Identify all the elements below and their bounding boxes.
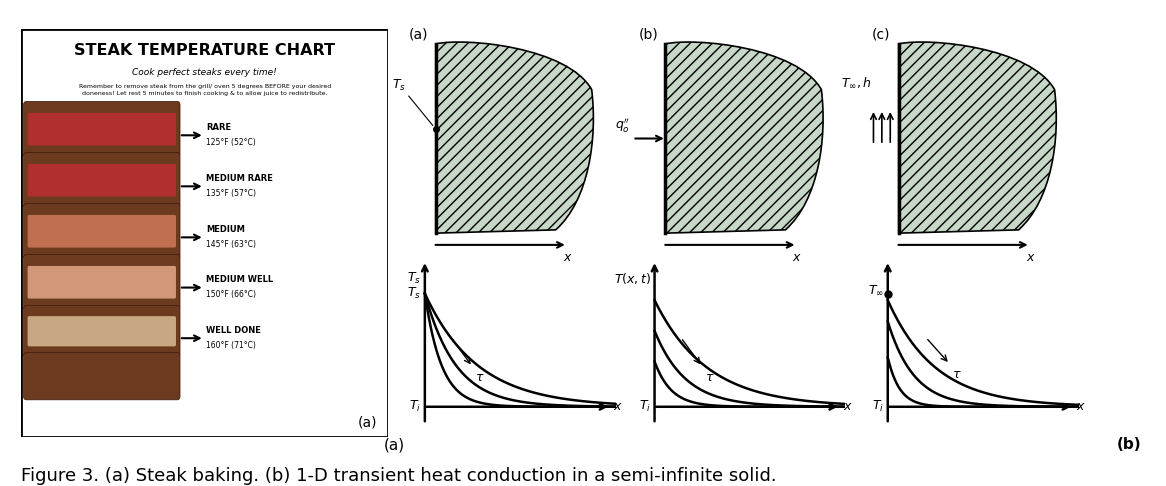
Text: (b): (b) [639,28,659,42]
Text: $x$: $x$ [1076,400,1086,413]
Text: $q_o''$: $q_o''$ [616,117,631,135]
FancyBboxPatch shape [23,153,180,208]
Text: (c): (c) [872,28,890,42]
FancyBboxPatch shape [28,316,176,347]
Text: Figure 3. (a) Steak baking. (b) 1-D transient heat conduction in a semi-infinite: Figure 3. (a) Steak baking. (b) 1-D tran… [21,467,777,485]
Text: $x$: $x$ [613,400,623,413]
FancyBboxPatch shape [23,352,180,400]
Text: (b): (b) [1117,437,1142,452]
Text: Cook perfect steaks every time!: Cook perfect steaks every time! [132,68,278,77]
FancyBboxPatch shape [23,102,180,157]
Text: $T_i$: $T_i$ [639,399,651,414]
Text: 160°F (71°C): 160°F (71°C) [206,341,257,349]
PathPatch shape [899,42,1056,233]
Text: (a): (a) [384,437,405,452]
Text: (a): (a) [409,28,428,42]
Text: $T_\infty,h$: $T_\infty,h$ [841,76,872,90]
Text: $T_s$: $T_s$ [407,271,421,286]
FancyBboxPatch shape [28,266,176,298]
FancyBboxPatch shape [28,113,176,145]
Text: $T_i$: $T_i$ [872,399,884,414]
Text: $x$: $x$ [1026,251,1035,264]
Text: $T(x, t)$: $T(x, t)$ [614,271,651,286]
PathPatch shape [666,42,823,233]
Text: $T_i$: $T_i$ [409,399,421,414]
FancyBboxPatch shape [23,204,180,259]
Text: RARE: RARE [206,122,232,132]
Text: $\tau$: $\tau$ [953,368,962,381]
FancyBboxPatch shape [21,29,388,437]
Text: $\tau$: $\tau$ [704,371,715,384]
Text: $x$: $x$ [793,251,802,264]
FancyBboxPatch shape [28,215,176,247]
FancyBboxPatch shape [23,306,180,357]
FancyBboxPatch shape [23,255,180,310]
Text: Remember to remove steak from the grill/ oven 5 degrees BEFORE your desired
done: Remember to remove steak from the grill/… [78,84,331,96]
Text: $\tau$: $\tau$ [475,371,485,384]
Text: 135°F (57°C): 135°F (57°C) [206,189,257,198]
Text: STEAK TEMPERATURE CHART: STEAK TEMPERATURE CHART [75,43,335,58]
Text: MEDIUM: MEDIUM [206,225,245,234]
Text: $T_\infty$: $T_\infty$ [869,284,884,297]
Text: 125°F (52°C): 125°F (52°C) [206,138,257,147]
Text: MEDIUM RARE: MEDIUM RARE [206,174,273,183]
PathPatch shape [436,42,593,233]
Text: $x$: $x$ [843,400,852,413]
Text: $x$: $x$ [563,251,573,264]
Text: $T_s$: $T_s$ [392,78,406,93]
Text: WELL DONE: WELL DONE [206,326,261,334]
Text: MEDIUM WELL: MEDIUM WELL [206,275,274,284]
Text: $T_s$: $T_s$ [407,286,421,301]
FancyBboxPatch shape [28,164,176,196]
Text: (a): (a) [358,415,378,429]
Text: 145°F (63°C): 145°F (63°C) [206,240,257,249]
Text: 150°F (66°C): 150°F (66°C) [206,290,257,299]
